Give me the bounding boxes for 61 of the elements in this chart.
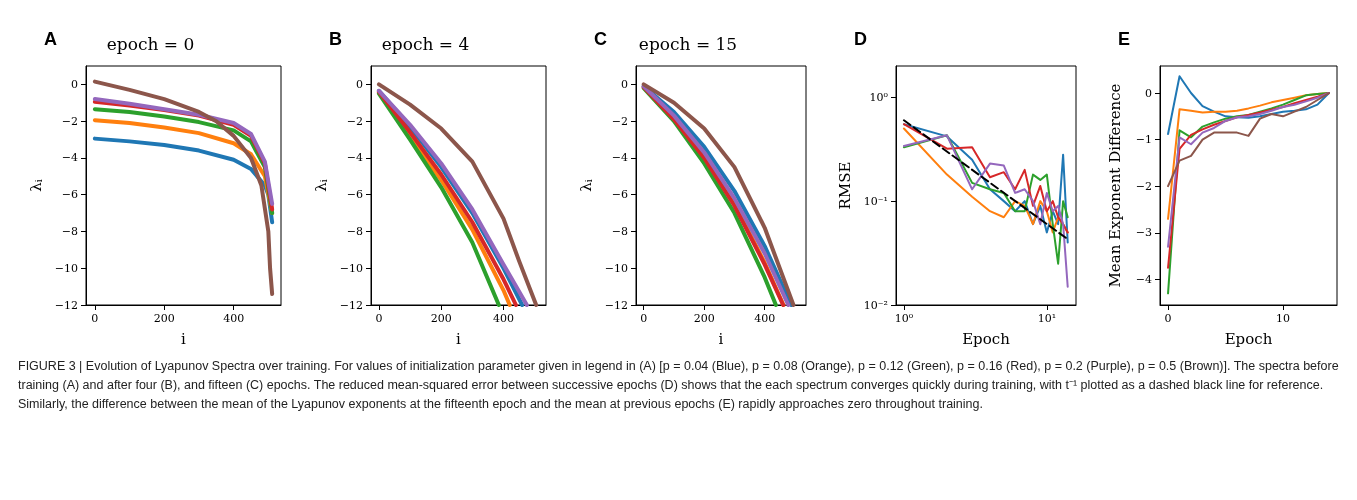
y-tick-label: 10⁰ [869, 90, 889, 104]
x-tick-label: 200 [693, 312, 715, 325]
x-axis-title: i [718, 329, 724, 348]
x-tick-label: 0 [640, 312, 648, 325]
y-axis-title: RMSE [836, 161, 855, 210]
y-tick-label: 10⁻¹ [863, 194, 888, 208]
y-tick-label: −10 [54, 261, 78, 275]
y-tick-label: −4 [61, 151, 78, 165]
x-tick-label: 0 [91, 312, 99, 325]
x-tick-label: 400 [223, 312, 245, 325]
text: B [329, 29, 342, 49]
y-tick-label: −2 [611, 114, 628, 128]
y-tick-label: 0 [1145, 86, 1152, 100]
y-tick-label: −6 [346, 188, 363, 202]
x-axis-title: Epoch [1224, 329, 1273, 348]
y-tick-label: 0 [71, 77, 78, 91]
x-tick-label: 0 [375, 312, 383, 325]
y-tick-label: −2 [1135, 179, 1152, 193]
line-series [1167, 75, 1330, 136]
y-tick-label: −4 [1135, 272, 1152, 286]
x-axis-title: i [181, 329, 187, 348]
x-axis-title: Epoch [962, 329, 1011, 348]
y-tick-label: −8 [61, 224, 78, 238]
y-tick-label: −2 [346, 114, 363, 128]
y-tick-label: −8 [611, 224, 628, 238]
y-tick-label: −4 [611, 151, 628, 165]
x-tick-label: 10⁰ [894, 312, 914, 325]
text: A [44, 29, 57, 49]
y-tick-label: 10⁻² [863, 298, 888, 312]
x-tick-label: 200 [430, 312, 452, 325]
y-tick-label: −2 [61, 114, 78, 128]
x-tick-label: 400 [493, 312, 514, 325]
x-tick-label: 10 [1275, 312, 1290, 325]
y-tick-label: −4 [346, 151, 363, 165]
chart-title: epoch = 15 [638, 33, 738, 54]
y-tick-label: 0 [356, 77, 363, 91]
y-tick-label: −12 [54, 298, 78, 312]
x-axis-title: i [456, 329, 462, 348]
x-tick-label: 0 [1164, 312, 1172, 325]
y-tick-label: −10 [604, 261, 628, 275]
line-series [1167, 92, 1330, 188]
chart-title: epoch = 4 [381, 33, 470, 54]
y-tick-label: −12 [604, 298, 628, 312]
text: D [854, 29, 867, 49]
y-tick-label: −6 [61, 188, 78, 202]
y-tick-label: −3 [1135, 226, 1152, 240]
x-tick-label: 200 [153, 312, 175, 325]
y-tick-label: −6 [611, 188, 628, 202]
y-axis-title: Mean Exponent Difference [1105, 83, 1124, 288]
chart-title: epoch = 0 [106, 33, 195, 54]
y-tick-label: −8 [346, 224, 363, 238]
y-tick-label: −10 [339, 261, 363, 275]
y-tick-label: −1 [1135, 133, 1152, 147]
text: C [594, 29, 607, 49]
line-series [92, 79, 275, 296]
caption: FIGURE 3 | Evolution of Lyapunov Spectra over training. For values of initialization parameter given in legend in (A) [p = 0.04 (Blue), p = 0.08 (Orange), p = 0.12 (Green), p = 0.16 (Red), p = 0.2 (Purple), p = 0.5 (Brown)]. The spectra before training (A) and after four (B), and fifteen (C) epochs. The reduced mean-squared error between successive epochs (D) shows that the each spectrum converges quickly during training, with t⁻¹ plotted as a dashed black line for reference. Similarly, the difference between the mean of the Lyapunov exponents at the fifteenth epoch and the mean at previous epochs (E) rapidly approaches zero throughout training. [17, 358, 1340, 413]
y-tick-label: 0 [621, 77, 628, 91]
y-tick-label: −12 [339, 298, 363, 312]
text: E [1118, 29, 1131, 49]
x-tick-label: 10¹ [1037, 312, 1057, 325]
x-tick-label: 400 [754, 312, 776, 325]
